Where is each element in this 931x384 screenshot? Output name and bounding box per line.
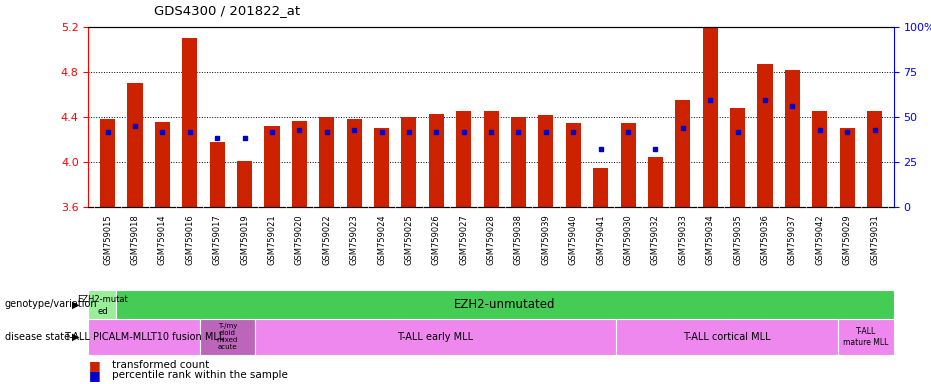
Text: GSM759030: GSM759030 xyxy=(624,214,632,265)
Text: disease state: disease state xyxy=(5,332,70,342)
Bar xyxy=(840,128,855,207)
Bar xyxy=(199,319,255,355)
Text: transformed count: transformed count xyxy=(112,360,209,370)
Bar xyxy=(648,157,663,207)
Bar xyxy=(616,319,838,355)
Text: GDS4300 / 201822_at: GDS4300 / 201822_at xyxy=(154,4,300,17)
Text: genotype/variation: genotype/variation xyxy=(5,299,97,310)
Bar xyxy=(538,115,553,207)
Bar xyxy=(264,126,279,207)
Text: GSM759023: GSM759023 xyxy=(350,214,358,265)
Bar xyxy=(319,117,334,207)
Text: ■: ■ xyxy=(88,369,101,382)
Text: GSM759042: GSM759042 xyxy=(816,214,824,265)
Bar xyxy=(703,28,718,207)
Text: T-ALL
mature MLL: T-ALL mature MLL xyxy=(843,327,889,347)
Text: EZH2-mutat: EZH2-mutat xyxy=(77,296,128,305)
Bar xyxy=(401,117,416,207)
Bar xyxy=(456,111,471,207)
Text: T-/my
eloid
mixed
acute: T-/my eloid mixed acute xyxy=(217,323,238,351)
Text: ■: ■ xyxy=(88,359,101,372)
Text: GSM759036: GSM759036 xyxy=(761,214,770,265)
Bar xyxy=(182,38,197,207)
Bar xyxy=(566,123,581,207)
Bar xyxy=(812,111,828,207)
Text: GSM759035: GSM759035 xyxy=(733,214,742,265)
Text: GSM759027: GSM759027 xyxy=(459,214,468,265)
Bar xyxy=(838,319,894,355)
Bar xyxy=(758,64,773,207)
Text: GSM759022: GSM759022 xyxy=(322,214,331,265)
Bar xyxy=(88,319,199,355)
Text: GSM759034: GSM759034 xyxy=(706,214,715,265)
Text: ed: ed xyxy=(97,307,108,316)
Bar xyxy=(209,142,224,207)
Bar xyxy=(429,114,444,207)
Text: GSM759033: GSM759033 xyxy=(679,214,687,265)
Bar xyxy=(237,161,252,207)
Bar xyxy=(867,111,882,207)
Bar xyxy=(483,111,499,207)
Text: GSM759024: GSM759024 xyxy=(377,214,386,265)
Text: GSM759031: GSM759031 xyxy=(870,214,879,265)
Text: GSM759020: GSM759020 xyxy=(295,214,304,265)
Text: GSM759032: GSM759032 xyxy=(651,214,660,265)
Text: GSM759015: GSM759015 xyxy=(103,214,112,265)
Text: T-ALL PICALM-MLLT10 fusion MLL: T-ALL PICALM-MLLT10 fusion MLL xyxy=(64,332,224,342)
Text: GSM759017: GSM759017 xyxy=(212,214,222,265)
Text: GSM759029: GSM759029 xyxy=(843,214,852,265)
Text: GSM759025: GSM759025 xyxy=(404,214,413,265)
Bar xyxy=(155,122,170,207)
Text: EZH2-unmutated: EZH2-unmutated xyxy=(454,298,556,311)
Text: GSM759018: GSM759018 xyxy=(130,214,140,265)
Text: T-ALL cortical MLL: T-ALL cortical MLL xyxy=(683,332,771,342)
Bar xyxy=(101,119,115,207)
Text: GSM759014: GSM759014 xyxy=(158,214,167,265)
Bar xyxy=(255,319,616,355)
Text: GSM759037: GSM759037 xyxy=(788,214,797,265)
Text: GSM759016: GSM759016 xyxy=(185,214,195,265)
Text: T-ALL early MLL: T-ALL early MLL xyxy=(398,332,474,342)
Text: ▶: ▶ xyxy=(72,332,79,342)
Text: GSM759028: GSM759028 xyxy=(487,214,495,265)
Bar xyxy=(621,123,636,207)
Text: GSM759019: GSM759019 xyxy=(240,214,250,265)
Text: GSM759040: GSM759040 xyxy=(569,214,578,265)
Text: percentile rank within the sample: percentile rank within the sample xyxy=(112,370,288,381)
Text: GSM759039: GSM759039 xyxy=(542,214,550,265)
Text: ▶: ▶ xyxy=(72,299,79,310)
Bar xyxy=(511,117,526,207)
Bar xyxy=(128,83,142,207)
Bar xyxy=(291,121,307,207)
Text: GSM759041: GSM759041 xyxy=(596,214,605,265)
Text: GSM759038: GSM759038 xyxy=(514,214,523,265)
Bar xyxy=(785,70,800,207)
Bar xyxy=(346,119,361,207)
Bar xyxy=(730,108,745,207)
Bar xyxy=(593,168,608,207)
Text: GSM759021: GSM759021 xyxy=(267,214,277,265)
Bar xyxy=(675,100,691,207)
Text: GSM759026: GSM759026 xyxy=(432,214,440,265)
Bar xyxy=(374,128,389,207)
Bar xyxy=(88,290,116,319)
